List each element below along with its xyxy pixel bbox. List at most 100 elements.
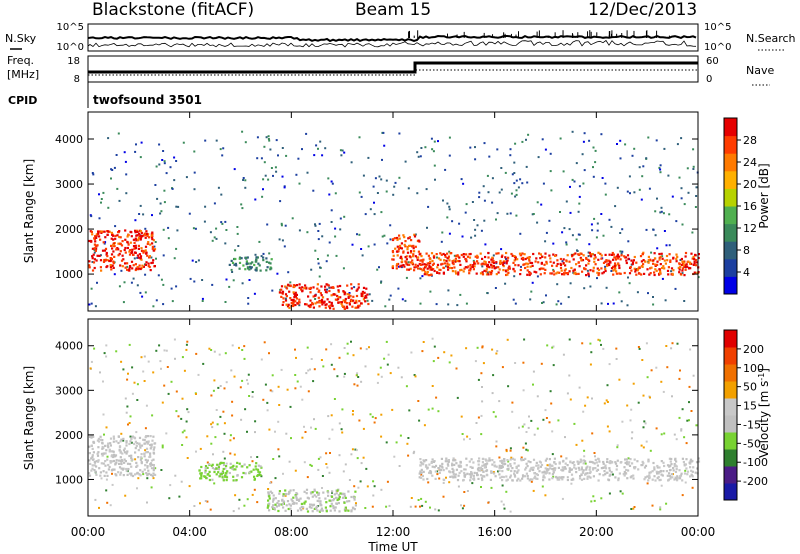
feature-cell xyxy=(460,253,463,257)
feature-cell xyxy=(529,261,532,264)
scatter-cell xyxy=(150,467,153,470)
feature-cell xyxy=(564,467,567,470)
scatter-cell xyxy=(532,370,535,373)
feature-cell xyxy=(425,464,428,467)
scatter-cell xyxy=(339,217,342,220)
scatter-cell xyxy=(279,200,282,203)
feature-cell xyxy=(312,295,315,298)
feature-cell xyxy=(131,435,134,438)
feature-cell xyxy=(225,476,229,479)
feature-cell xyxy=(123,248,126,252)
feature-cell xyxy=(287,303,290,306)
feature-cell xyxy=(411,255,415,258)
feature-cell xyxy=(559,476,562,479)
feature-cell xyxy=(256,474,259,477)
scatter-cell xyxy=(494,415,497,418)
feature-cell xyxy=(346,306,349,310)
scatter-cell xyxy=(91,261,94,263)
colorbar-swatch xyxy=(724,381,737,399)
scatter-cell xyxy=(666,366,669,369)
feature-cell xyxy=(469,263,472,267)
feature-cell xyxy=(267,491,270,494)
feature-cell xyxy=(659,270,662,273)
scatter-cell xyxy=(310,464,313,467)
scatter-cell xyxy=(296,380,299,383)
feature-cell xyxy=(585,466,588,469)
feature-cell xyxy=(499,476,502,479)
feature-cell xyxy=(325,501,328,504)
scatter-cell xyxy=(334,235,337,238)
feature-cell xyxy=(354,490,357,493)
scatter-cell xyxy=(275,139,278,142)
scatter-cell xyxy=(176,229,179,232)
feature-cell xyxy=(141,249,144,253)
scatter-cell xyxy=(126,405,129,408)
feature-cell xyxy=(580,468,583,471)
scatter-cell xyxy=(360,195,363,198)
feature-cell xyxy=(493,465,496,468)
feature-cell xyxy=(398,234,401,237)
feature-cell xyxy=(147,440,150,443)
feature-cell xyxy=(151,231,154,234)
feature-cell xyxy=(103,249,107,252)
feature-cell xyxy=(139,230,142,233)
feature-cell xyxy=(295,495,298,498)
feature-cell xyxy=(327,491,330,494)
feature-cell xyxy=(337,502,340,505)
feature-cell xyxy=(222,479,225,482)
scatter-cell xyxy=(383,357,386,360)
feature-cell xyxy=(130,454,133,457)
feature-cell xyxy=(135,444,138,448)
scatter-cell xyxy=(318,275,321,278)
feature-cell xyxy=(526,265,529,268)
feature-cell xyxy=(558,462,561,465)
feature-cell xyxy=(125,441,128,444)
feature-cell xyxy=(309,303,312,307)
feature-cell xyxy=(151,463,154,466)
feature-cell xyxy=(531,264,534,267)
scatter-cell xyxy=(195,393,197,395)
feature-cell xyxy=(655,470,658,473)
feature-cell xyxy=(543,476,546,479)
feature-cell xyxy=(676,477,679,480)
feature-cell xyxy=(643,478,646,481)
feature-cell xyxy=(284,299,288,302)
scatter-cell xyxy=(392,193,395,196)
feature-cell xyxy=(436,271,439,274)
feature-cell xyxy=(439,464,442,467)
feature-cell xyxy=(104,444,107,447)
feature-cell xyxy=(658,272,661,275)
scatter-cell xyxy=(616,186,619,189)
feature-cell xyxy=(580,258,583,261)
scatter-cell xyxy=(692,148,695,151)
feature-cell xyxy=(419,263,422,266)
feature-cell xyxy=(234,257,237,261)
feature-cell xyxy=(476,474,479,477)
scatter-cell xyxy=(327,415,330,418)
feature-cell xyxy=(346,284,349,287)
scatter-cell xyxy=(529,298,532,301)
feature-cell xyxy=(572,269,575,272)
feature-cell xyxy=(126,262,129,265)
feature-cell xyxy=(396,236,399,240)
feature-cell xyxy=(419,470,422,473)
scatter-cell xyxy=(263,145,266,148)
feature-cell xyxy=(546,470,549,473)
feature-cell xyxy=(134,447,137,450)
feature-cell xyxy=(431,474,434,477)
feature-cell xyxy=(555,264,558,268)
feature-cell xyxy=(585,264,588,267)
scatter-cell xyxy=(500,188,503,191)
scatter-cell xyxy=(632,507,635,510)
feature-cell xyxy=(145,261,148,264)
feature-cell xyxy=(109,437,113,440)
feature-cell xyxy=(631,263,634,266)
scatter-cell xyxy=(301,398,304,401)
scatter-cell xyxy=(608,430,611,433)
feature-cell xyxy=(272,498,275,502)
scatter-cell xyxy=(228,285,231,288)
feature-cell xyxy=(152,239,155,242)
scatter-cell xyxy=(251,460,254,463)
scatter-cell xyxy=(317,147,319,150)
feature-cell xyxy=(123,447,126,450)
